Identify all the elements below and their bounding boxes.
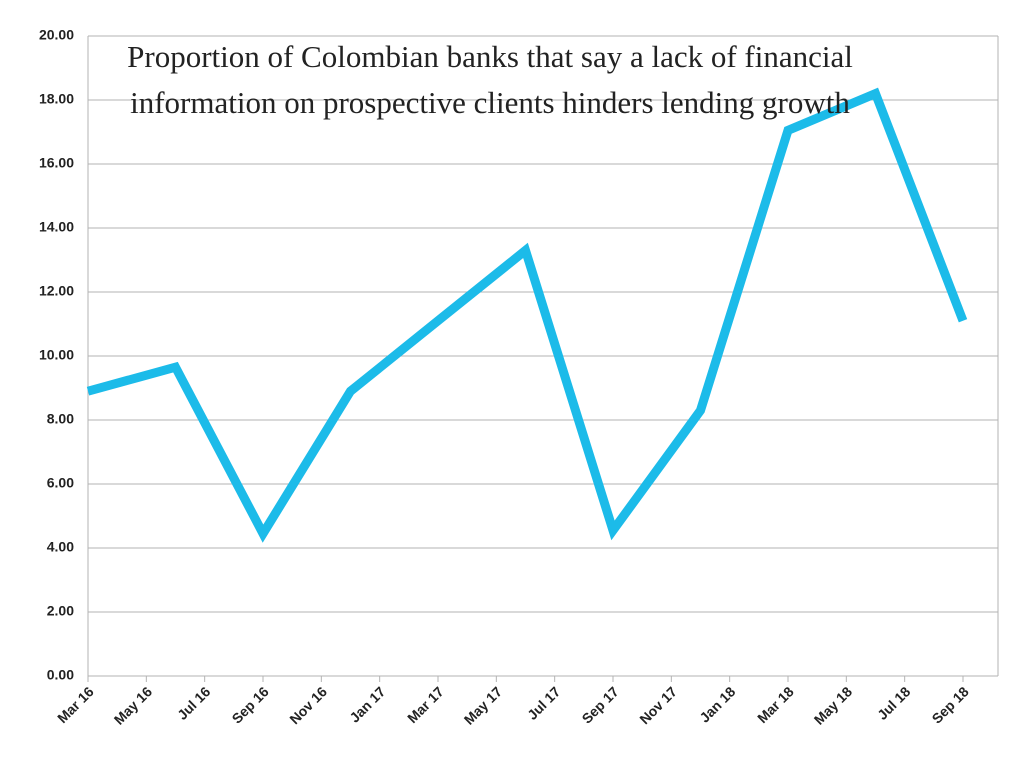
x-tick-label: Jul 18 xyxy=(874,683,914,723)
x-tick-label: Jan 18 xyxy=(696,683,738,725)
x-tick-label: Jul 16 xyxy=(174,683,214,723)
x-tick-label: May 16 xyxy=(111,683,155,727)
y-tick-label: 16.00 xyxy=(39,155,74,171)
x-tick-label: Sep 17 xyxy=(579,683,622,726)
x-tick-label: Nov 17 xyxy=(636,683,680,727)
x-tick-label: May 17 xyxy=(461,683,505,727)
data-line xyxy=(86,87,968,543)
y-tick-label: 2.00 xyxy=(47,603,74,619)
x-tick-label: Mar 16 xyxy=(54,683,97,726)
x-tick-label: Sep 16 xyxy=(229,683,272,726)
x-tick-label: Mar 18 xyxy=(754,683,797,726)
y-tick-label: 0.00 xyxy=(47,667,74,683)
y-tick-label: 20.00 xyxy=(39,27,74,43)
x-tick-label: Nov 16 xyxy=(286,683,330,727)
y-tick-label: 18.00 xyxy=(39,91,74,107)
y-tick-label: 8.00 xyxy=(47,411,74,427)
x-tick-label: May 18 xyxy=(811,683,855,727)
x-tick-label: Jul 17 xyxy=(524,683,564,723)
chart-title: Proportion of Colombian banks that say a… xyxy=(127,39,853,120)
y-tick-label: 4.00 xyxy=(47,539,74,555)
y-tick-label: 14.00 xyxy=(39,219,74,235)
y-tick-label: 10.00 xyxy=(39,347,74,363)
x-tick-label: Jan 17 xyxy=(346,683,388,725)
x-tick-label: Sep 18 xyxy=(929,683,972,726)
y-tick-label: 12.00 xyxy=(39,283,74,299)
x-tick-label: Mar 17 xyxy=(404,683,447,726)
y-tick-label: 6.00 xyxy=(47,475,74,491)
